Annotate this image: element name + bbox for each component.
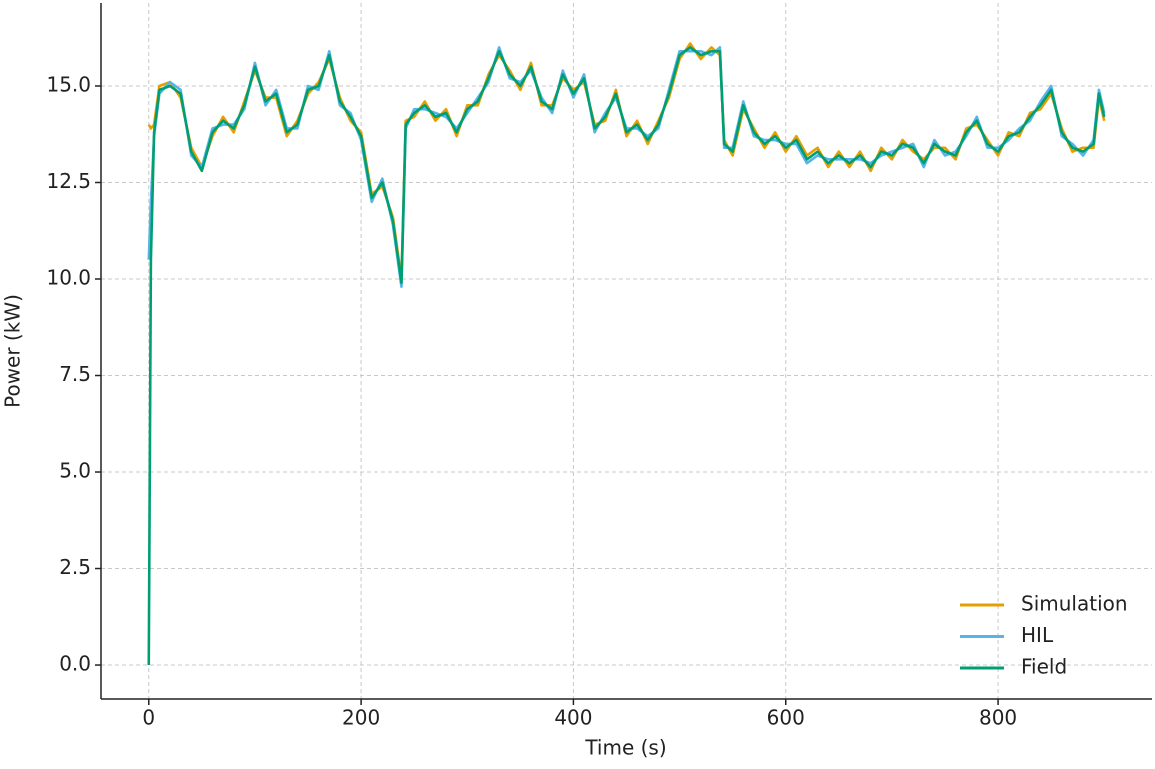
x-tick-label: 400: [554, 706, 592, 730]
y-tick-label: 0.0: [59, 652, 91, 676]
x-axis-label: Time (s): [584, 736, 666, 760]
series-line: [147, 46, 1106, 289]
y-tick-label: 2.5: [59, 555, 91, 579]
series-line: [147, 46, 1106, 666]
y-tick-label: 7.5: [59, 362, 91, 386]
y-tick-label: 5.0: [59, 459, 91, 483]
x-tick-label: 0: [142, 706, 155, 730]
legend-label: Simulation: [1021, 592, 1128, 616]
legend-label: Field: [1021, 655, 1067, 679]
x-tick-label: 800: [979, 706, 1017, 730]
y-tick-label: 10.0: [46, 266, 91, 290]
legend-label: HIL: [1021, 623, 1054, 647]
x-tick-label: 600: [767, 706, 805, 730]
y-axis-label: Power (kW): [1, 294, 25, 408]
y-tick-label: 12.5: [46, 169, 91, 193]
x-tick-label: 200: [342, 706, 380, 730]
y-tick-label: 15.0: [46, 72, 91, 96]
series-line: [147, 42, 1106, 281]
